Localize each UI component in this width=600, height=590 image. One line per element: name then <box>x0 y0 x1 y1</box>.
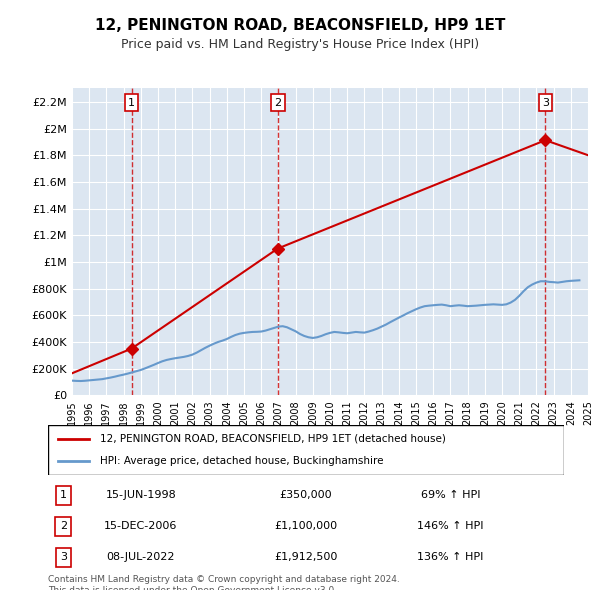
Text: 69% ↑ HPI: 69% ↑ HPI <box>421 490 480 500</box>
Text: £1,912,500: £1,912,500 <box>274 552 338 562</box>
Text: 2: 2 <box>274 98 281 108</box>
Text: 146% ↑ HPI: 146% ↑ HPI <box>417 521 484 531</box>
FancyBboxPatch shape <box>48 425 564 475</box>
Text: 2: 2 <box>60 521 67 531</box>
Text: Price paid vs. HM Land Registry's House Price Index (HPI): Price paid vs. HM Land Registry's House … <box>121 38 479 51</box>
Text: 15-JUN-1998: 15-JUN-1998 <box>106 490 176 500</box>
Text: £350,000: £350,000 <box>280 490 332 500</box>
Text: Contains HM Land Registry data © Crown copyright and database right 2024.
This d: Contains HM Land Registry data © Crown c… <box>48 575 400 590</box>
Text: 12, PENINGTON ROAD, BEACONSFIELD, HP9 1ET: 12, PENINGTON ROAD, BEACONSFIELD, HP9 1E… <box>95 18 505 32</box>
Text: 3: 3 <box>60 552 67 562</box>
Text: £1,100,000: £1,100,000 <box>274 521 338 531</box>
Text: 15-DEC-2006: 15-DEC-2006 <box>104 521 178 531</box>
Text: 136% ↑ HPI: 136% ↑ HPI <box>417 552 484 562</box>
Text: 08-JUL-2022: 08-JUL-2022 <box>107 552 175 562</box>
Text: HPI: Average price, detached house, Buckinghamshire: HPI: Average price, detached house, Buck… <box>100 456 383 466</box>
Text: 12, PENINGTON ROAD, BEACONSFIELD, HP9 1ET (detached house): 12, PENINGTON ROAD, BEACONSFIELD, HP9 1E… <box>100 434 445 444</box>
Text: 3: 3 <box>542 98 549 108</box>
Text: 1: 1 <box>128 98 135 108</box>
Text: 1: 1 <box>60 490 67 500</box>
